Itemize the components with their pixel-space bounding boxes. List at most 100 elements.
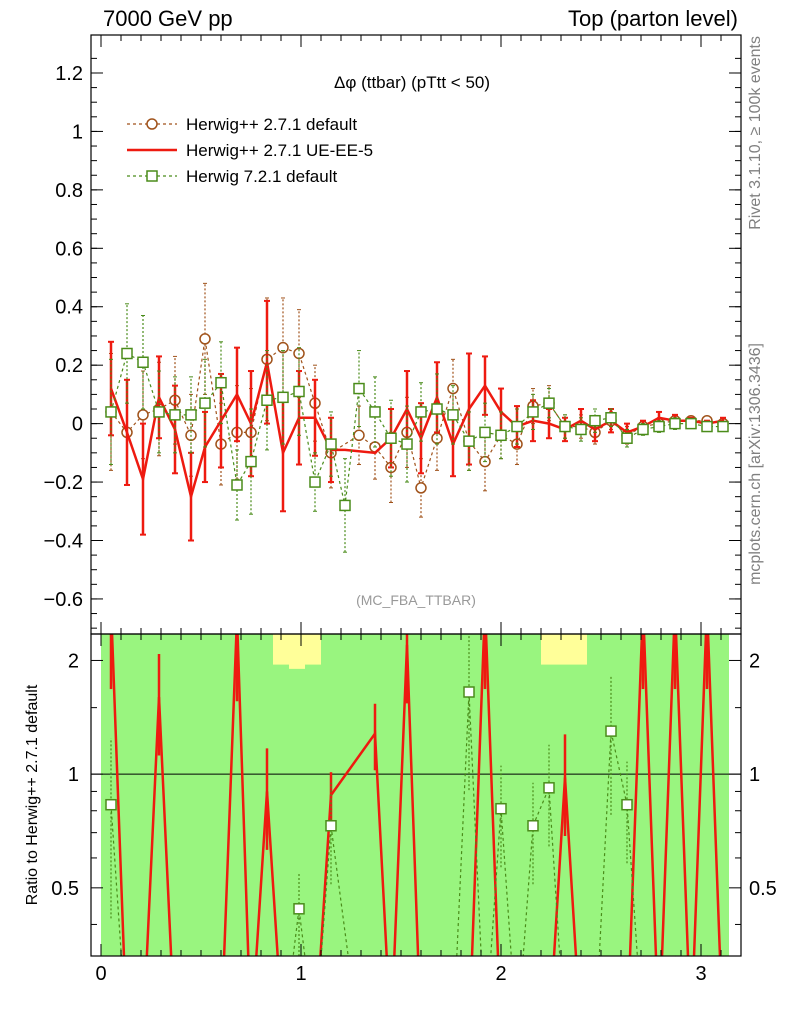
data-point-square [621,432,633,444]
data-point-square [185,409,197,421]
ratio-point-square [105,798,117,811]
ratio-inner-band-bin [509,634,525,956]
main-plot-background [91,35,741,634]
ratio-inner-band-bin [289,668,305,956]
main-ytick-label: 0.4 [55,297,83,319]
data-point-circle [353,429,365,442]
data-point-square [105,406,117,418]
data-point-square [463,435,475,447]
data-point-square [543,397,555,409]
ratio-inner-band-bin [651,634,667,956]
data-point-square [153,406,165,418]
data-point-square [325,438,337,450]
ratio-inner-band-bin [149,634,163,956]
ratio-inner-band-bin [573,664,587,956]
ratio-inner-band-bin [163,634,179,956]
data-point-circle [415,482,427,494]
ratio-point-square [527,820,539,832]
ratio-ytick-label: 1 [68,764,79,786]
legend-entry: Herwig 7.2.1 default [127,167,337,186]
main-ytick-label: 0.8 [55,180,83,202]
ratio-point-square [495,802,507,815]
data-point-square [559,420,571,433]
legend: Herwig++ 2.7.1 default Herwig++ 2.7.1 UE-… [127,115,373,186]
data-point-circle [447,382,459,395]
xtick-label: 0 [95,963,106,985]
data-point-square [231,479,243,491]
ratio-ylabel: Ratio to Herwig++ 2.7.1 default [24,684,41,905]
data-point-square [685,417,697,430]
ratio-plot-series [105,634,722,956]
data-point-square [669,417,681,430]
ratio-series-1 [105,634,638,956]
data-point-square [605,412,617,424]
legend-marker-square [146,170,158,182]
data-point-square [293,385,305,398]
main-ytick-label: 0.2 [55,355,83,377]
main-ytick-label: −0.6 [44,589,83,611]
legend-label: Herwig++ 2.7.1 UE-EE-5 [186,141,373,160]
legend-label: Herwig++ 2.7.1 default [186,115,357,134]
xtick-label: 3 [695,963,706,985]
main-ytick-label: 1 [72,121,83,143]
ratio-inner-band-bin [447,634,463,956]
main-plot-area [91,35,741,634]
ratio-inner-band-bin [211,634,227,956]
ratio-point-square [293,903,305,915]
data-point-square [717,420,729,433]
data-point-square [169,409,181,421]
ratio-point-square [605,725,617,737]
ratio-ytick-label-right: 1 [749,764,760,786]
legend-marker-circle [146,118,158,130]
ratio-inner-band-bin [383,634,399,956]
data-point-square [353,382,365,395]
legend-entry: Herwig++ 2.7.1 UE-EE-5 [127,141,373,160]
data-point-square [589,414,601,427]
data-point-circle [137,409,149,421]
ratio-inner-band-bin [305,664,321,956]
ratio-point-square [325,820,337,832]
ratio-inner-band-bin [415,634,431,956]
data-point-square [121,347,133,360]
header-left-label: 7000 GeV pp [103,6,233,31]
data-point-square [701,420,713,433]
ratio-inner-band-bin [337,634,351,956]
data-point-square [309,476,321,488]
ratio-point-square [543,782,555,794]
data-point-circle [277,341,289,354]
ratio-inner-band-bin [101,634,117,956]
main-plot-series [105,282,729,553]
data-point-square [369,406,381,418]
data-point-square [199,397,211,409]
series-line [109,361,724,502]
data-point-square [415,406,427,418]
data-point-square [431,403,443,415]
ratio-inner-band-bin [117,634,133,956]
ratio-inner-band-bin [195,634,211,956]
ratio-ytick-label: 0.5 [51,878,79,900]
ratio-inner-band-bin [713,634,729,956]
main-ytick-label: −0.2 [44,472,83,494]
ratio-inner-band-bin [463,634,477,956]
ratio-inner-band-bin [133,634,149,956]
ratio-point-square [463,686,475,698]
legend-label: Herwig 7.2.1 default [186,167,337,186]
ratio-ytick-label: 2 [68,650,79,672]
data-point-square [261,394,273,406]
data-point-square [245,455,257,468]
main-ytick-label: 0 [72,414,83,436]
rivet-version-label: Rivet 3.1.10, ≥ 100k events [747,36,764,230]
data-point-square [137,356,149,369]
analysis-watermark: (MC_FBA_TTBAR) [356,592,476,608]
main-ytick-label: −0.4 [44,530,83,552]
plot-title: Δφ (ttbar) (pTtt < 50) [334,73,490,92]
ratio-series-line [110,691,638,956]
ratio-ytick-label-right: 0.5 [749,878,777,900]
ratio-series-0 [109,634,722,956]
data-point-square [215,376,227,389]
data-point-square [447,409,459,421]
axes-frames [90,34,742,957]
data-point-square [385,432,397,444]
xtick-label: 1 [295,963,306,985]
